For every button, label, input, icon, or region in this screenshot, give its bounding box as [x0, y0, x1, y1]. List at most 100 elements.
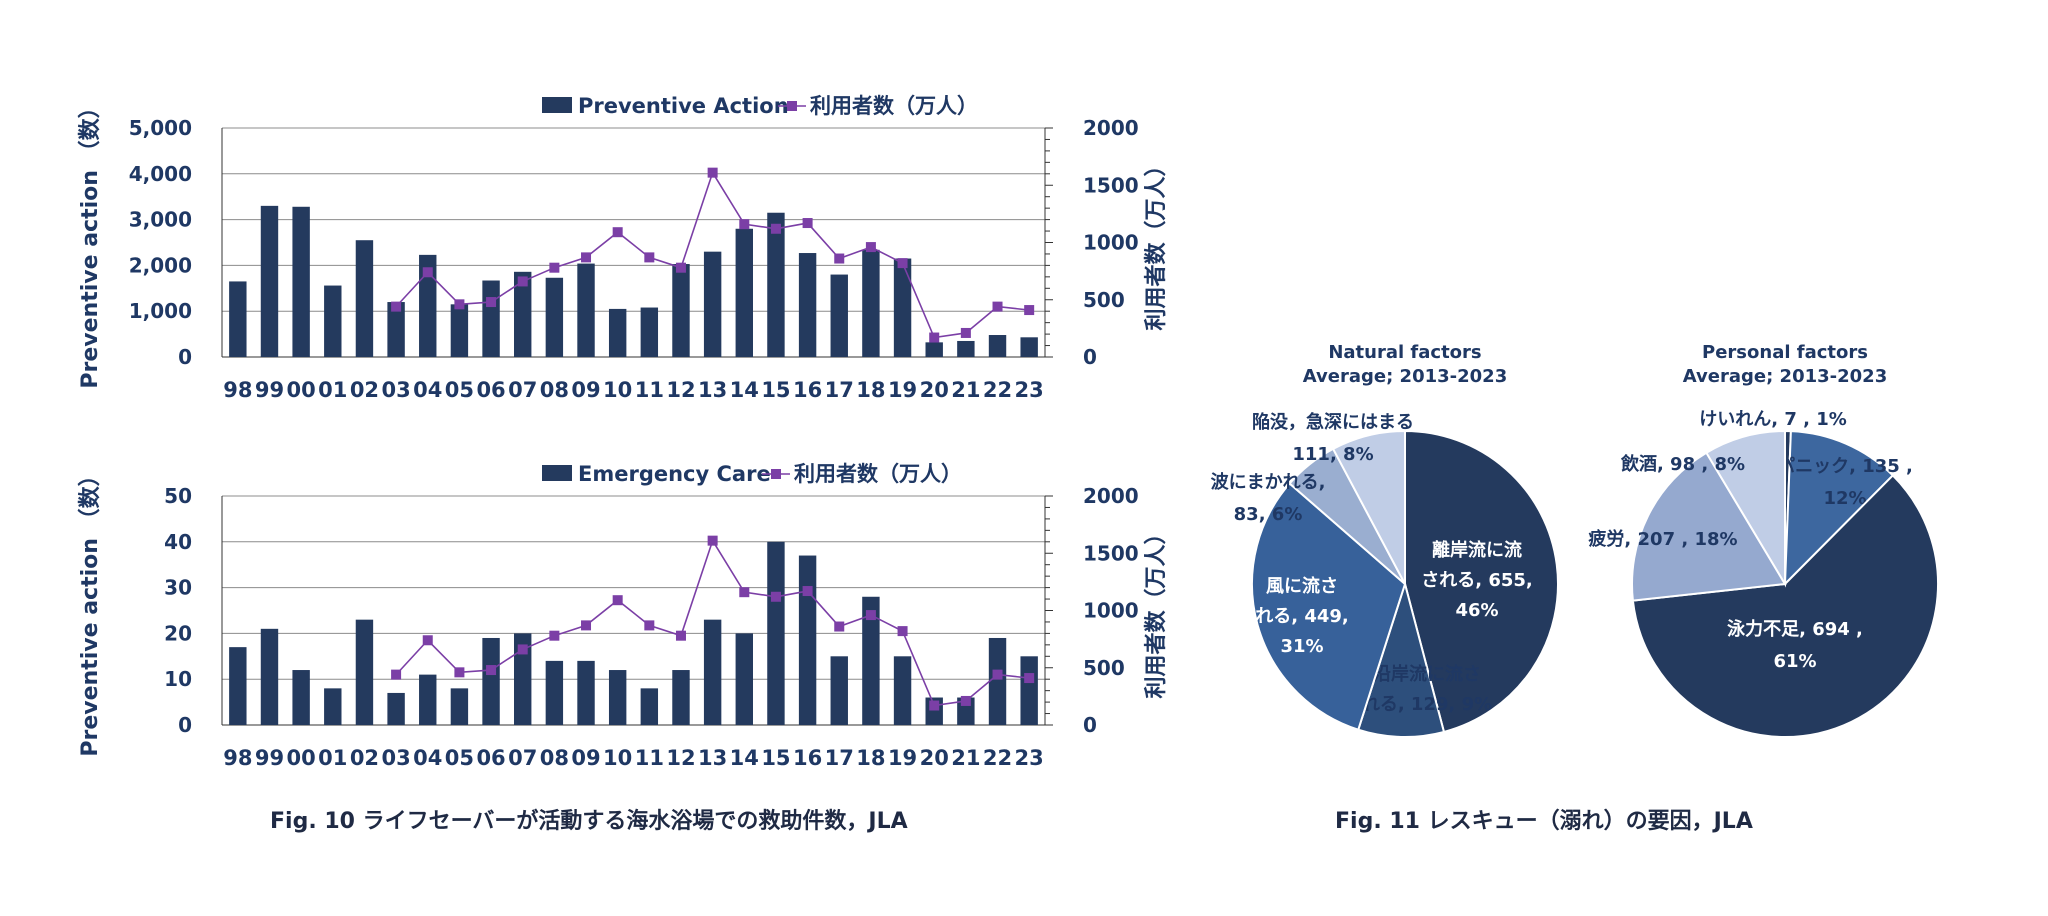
pie-slice-label: 陥没，急深にはまる [1252, 411, 1414, 433]
x-tick-label: 99 [255, 378, 284, 402]
x-tick-label: 10 [603, 746, 632, 770]
y2-tick-label: 1500 [1083, 541, 1139, 565]
y-tick-label: 10 [164, 667, 192, 691]
x-tick-label: 06 [476, 746, 505, 770]
pie-slice-label: 沿岸流に流さ [1373, 663, 1481, 685]
x-tick-label: 03 [381, 378, 410, 402]
pie-slice-label: 31% [1280, 636, 1323, 657]
line-point [675, 262, 686, 273]
line-point [770, 223, 781, 234]
pie-slice-label: 泳力不足, 694 , [1727, 618, 1863, 640]
line-point [612, 227, 623, 238]
y-tick-label: 30 [164, 576, 192, 600]
bar [482, 637, 500, 725]
y2-tick-label: 0 [1083, 713, 1097, 737]
bar [862, 596, 880, 725]
x-tick-label: 07 [508, 378, 537, 402]
x-tick-label: 10 [603, 378, 632, 402]
x-tick-label: 12 [666, 746, 695, 770]
x-tick-label: 13 [698, 378, 727, 402]
x-tick-label: 15 [761, 746, 790, 770]
bar [640, 307, 659, 357]
line-point [992, 669, 1003, 680]
bar [514, 271, 532, 357]
bar [577, 660, 595, 725]
line-point [675, 630, 686, 641]
x-tick-label: 08 [540, 378, 569, 402]
line-point [707, 535, 718, 546]
bar [545, 660, 564, 725]
pie-slice-label: 83, 6% [1234, 504, 1303, 525]
line-point [391, 301, 402, 312]
pie-slice [1331, 429, 1406, 585]
x-tick-label: 98 [223, 746, 252, 770]
bar [577, 263, 595, 357]
x-tick-label: 20 [920, 378, 949, 402]
x-tick-label: 13 [698, 746, 727, 770]
bar [324, 688, 342, 725]
line-point [644, 620, 655, 631]
x-tick-label: 17 [825, 746, 854, 770]
bar [292, 206, 310, 357]
pie-slice-label: 飲酒, 98 , 8% [1620, 453, 1745, 475]
line-point [454, 667, 465, 678]
x-tick-label: 16 [793, 378, 822, 402]
pie-slice [1251, 482, 1407, 731]
x-tick-label: 21 [951, 378, 980, 402]
x-tick-label: 00 [287, 378, 316, 402]
x-tick-label: 23 [1015, 746, 1044, 770]
bar [798, 555, 817, 725]
pie-slice [1631, 451, 1787, 602]
caption-fig11: Fig. 11 レスキュー（溺れ）の要因，JLA [1335, 809, 1753, 834]
line-point [865, 610, 876, 621]
bar [260, 628, 279, 725]
bar [862, 249, 880, 357]
x-tick-label: 09 [571, 746, 600, 770]
y-tick-label: 3,000 [129, 208, 192, 232]
x-tick-label: 17 [825, 378, 854, 402]
bar [450, 304, 469, 357]
pie-title-line: Average; 2013-2023 [1683, 366, 1887, 387]
pie-slice [1404, 429, 1559, 734]
line-point [422, 267, 433, 278]
bar [1020, 656, 1038, 725]
chart-preventive-action: 01,0002,0003,0004,0005,00005001000150020… [77, 94, 1169, 402]
pie-slice-label: れる, 129, 9% [1362, 694, 1492, 715]
y2-axis-title: 利用者数（万人） [1143, 522, 1169, 698]
y-tick-label: 0 [178, 345, 192, 369]
line-point [1024, 305, 1035, 316]
line-point [517, 644, 528, 655]
x-tick-label: 18 [856, 746, 885, 770]
x-tick-label: 16 [793, 746, 822, 770]
line-point [422, 635, 433, 646]
y2-tick-label: 1000 [1083, 231, 1139, 255]
line-point [929, 332, 940, 343]
x-tick-label: 14 [730, 378, 759, 402]
line-point [549, 262, 560, 273]
bar [260, 205, 279, 357]
bar [672, 264, 690, 357]
y2-tick-label: 0 [1083, 345, 1097, 369]
x-tick-label: 09 [571, 378, 600, 402]
line-point [865, 242, 876, 253]
bar [735, 228, 753, 357]
x-tick-label: 15 [761, 378, 790, 402]
legend-swatch-bars [542, 97, 572, 113]
x-tick-label: 19 [888, 746, 917, 770]
x-tick-label: 99 [255, 746, 284, 770]
line-point [834, 253, 845, 264]
bar [830, 656, 848, 725]
bar [640, 688, 659, 725]
line-point [897, 626, 908, 637]
y2-axis-title: 利用者数（万人） [1143, 154, 1169, 330]
x-tick-label: 19 [888, 378, 917, 402]
pie-slice-label: れる, 449, [1255, 606, 1349, 627]
line-point [802, 218, 813, 229]
line-point [391, 669, 402, 680]
x-tick-label: 08 [540, 746, 569, 770]
x-tick-label: 05 [445, 746, 474, 770]
line-point [739, 587, 750, 598]
x-tick-label: 23 [1015, 378, 1044, 402]
y2-tick-label: 500 [1083, 288, 1125, 312]
